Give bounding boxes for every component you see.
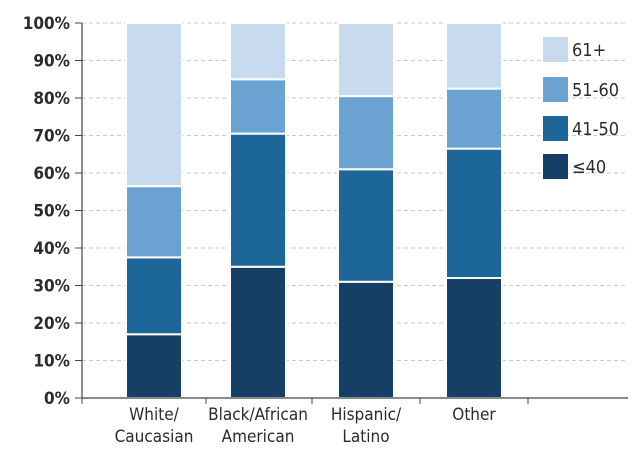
bar-segment (229, 132, 287, 268)
x-category-label: Latino (342, 427, 389, 447)
bars (125, 22, 503, 399)
bar-segment (337, 22, 395, 98)
bar-segment (125, 185, 183, 259)
y-tick-label: 20% (33, 314, 70, 334)
x-category-label: White/ (129, 405, 179, 425)
bar-segment (125, 333, 183, 399)
legend-label: 51-60 (572, 80, 619, 101)
bar-segment (445, 277, 503, 399)
bar-segment (337, 95, 395, 171)
legend: 61+ 51-60 41-50 ≤40 (543, 37, 619, 179)
legend-swatch (543, 37, 568, 62)
legend-swatch (543, 77, 568, 102)
y-tick-label: 0% (44, 389, 70, 409)
y-tick-label: 10% (33, 352, 70, 372)
bar-segment (229, 22, 287, 81)
x-category-label: American (222, 427, 295, 447)
x-category-label: Hispanic/ (331, 405, 402, 425)
y-tick-label: 100% (23, 14, 70, 34)
x-category-label: Black/African (208, 405, 308, 425)
y-tick-label: 30% (33, 277, 70, 297)
x-category-label: Other (452, 405, 496, 425)
legend-label: 41-50 (572, 119, 619, 140)
bar-segment (445, 22, 503, 90)
bar-segment (337, 168, 395, 283)
y-tick-label: 60% (33, 164, 70, 184)
y-tick-label: 50% (33, 202, 70, 222)
bar-segment (229, 78, 287, 135)
y-tick-label: 40% (33, 239, 70, 259)
bar-segment (229, 265, 287, 399)
legend-label: 61+ (572, 40, 606, 61)
bar-segment (445, 87, 503, 150)
axes (75, 22, 628, 404)
bar-segment (125, 256, 183, 336)
legend-swatch (543, 154, 568, 179)
bar-segment (445, 147, 503, 279)
y-tick-label: 70% (33, 127, 70, 147)
bar-segment (337, 280, 395, 399)
legend-swatch (543, 116, 568, 141)
y-tick-label: 90% (33, 52, 70, 72)
legend-label: ≤40 (572, 157, 606, 178)
y-tick-labels: 0% 10% 20% 30% 40% 50% 60% 70% 80% 90% 100% (23, 14, 70, 409)
y-tick-label: 80% (33, 89, 70, 109)
bar-segment (125, 22, 183, 188)
x-category-label: Caucasian (115, 427, 194, 447)
